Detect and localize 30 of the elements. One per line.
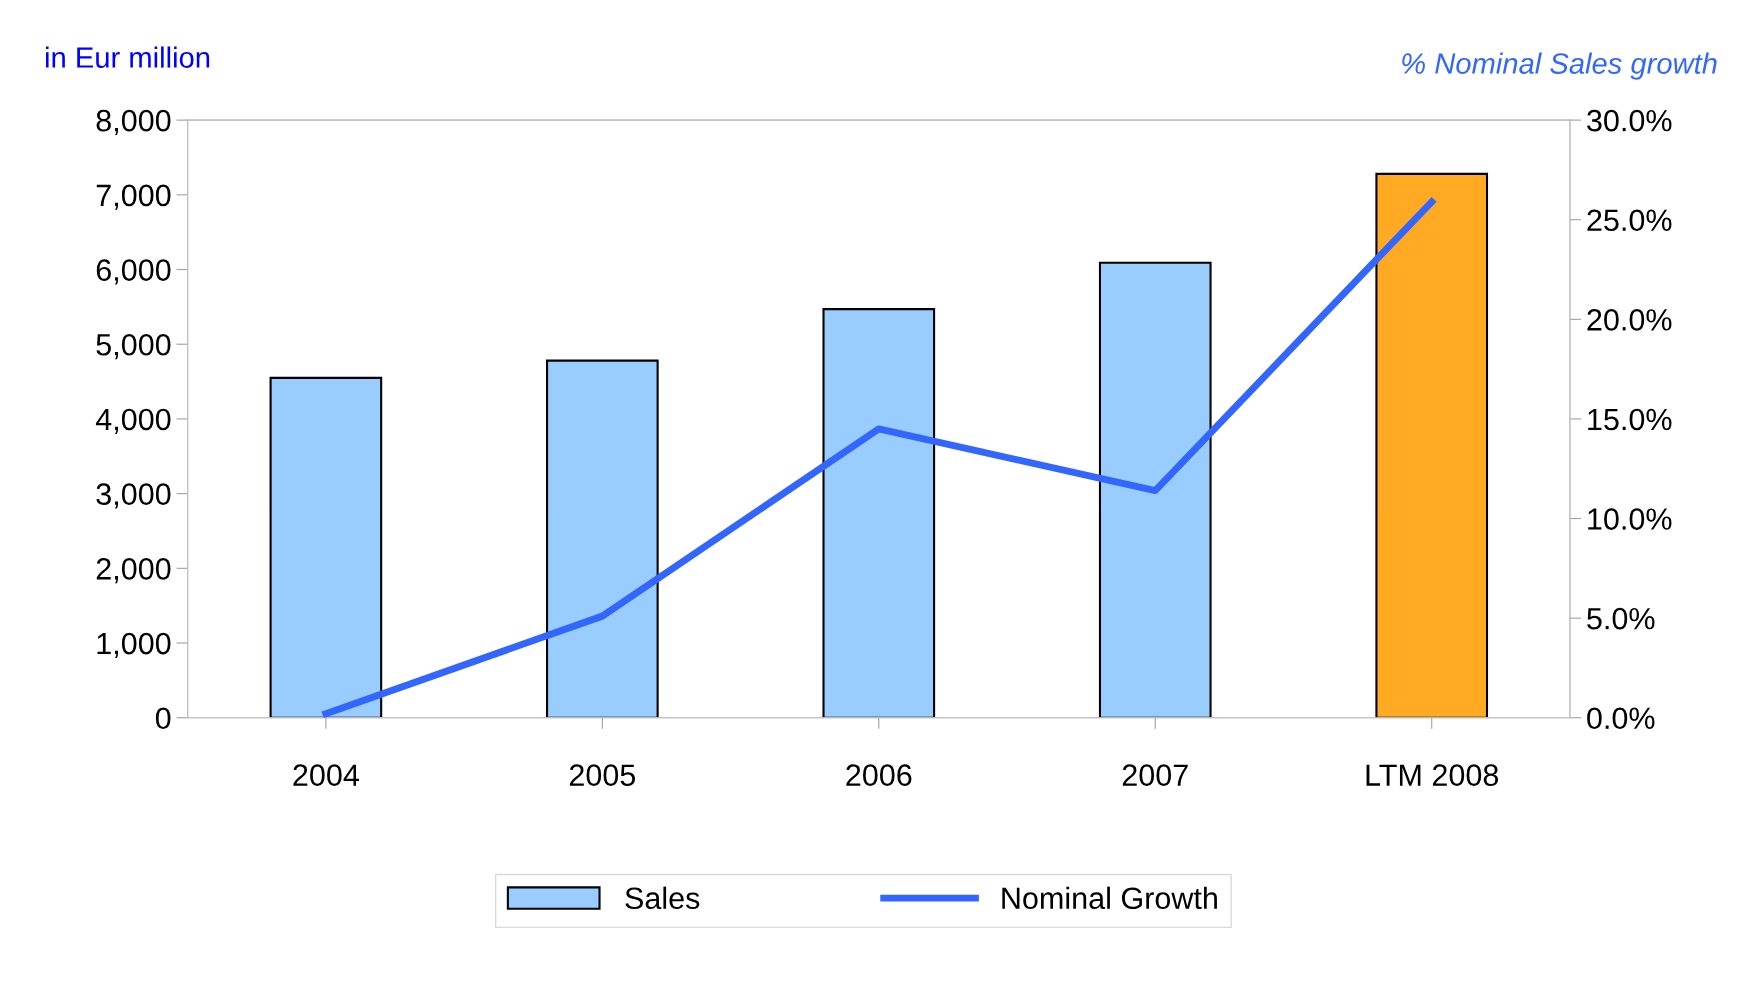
y-tick-label: 3,000: [96, 483, 171, 509]
y-tick-label: 6,000: [96, 259, 171, 285]
bar: [1098, 261, 1212, 718]
y2-tick-label: 0.0%: [1587, 707, 1655, 730]
y-tick-label: 0: [155, 707, 171, 730]
bar: [269, 376, 383, 718]
y2-tick-label: 25.0%: [1587, 209, 1672, 232]
y2-tick-label: 30.0%: [1587, 109, 1672, 132]
y2-tick-label: 10.0%: [1588, 508, 1672, 530]
y-tick-label: 7,000: [96, 184, 171, 210]
y-tick-label: 5,000: [96, 333, 171, 360]
y-tick-label: 8,000: [96, 109, 171, 136]
bar: [546, 359, 659, 718]
y-tick-label: 4,000: [95, 408, 171, 434]
legend-label: Nominal Growth: [1002, 886, 1217, 910]
bar: [822, 308, 936, 718]
x-tick-label: 2004: [293, 764, 359, 786]
legend-label: Sales: [625, 886, 700, 910]
y-tick-label: 1,000: [97, 632, 171, 658]
y2-axis-title: % Nominal Sales growth: [1402, 52, 1717, 80]
y-axis-title: in Eur million: [46, 46, 210, 68]
y2-tick-label: 5.0%: [1587, 607, 1655, 630]
x-tick-label: 2005: [569, 764, 636, 786]
x-tick-label: 2006: [846, 764, 912, 786]
y2-tick-label: 15.0%: [1588, 408, 1672, 431]
y2-tick-label: 20.0%: [1587, 309, 1672, 331]
y-tick-label: 2,000: [96, 558, 171, 584]
x-tick-label: 2007: [1122, 764, 1188, 786]
bar: [1375, 172, 1489, 718]
x-tick-label: LTM 2008: [1366, 764, 1499, 786]
